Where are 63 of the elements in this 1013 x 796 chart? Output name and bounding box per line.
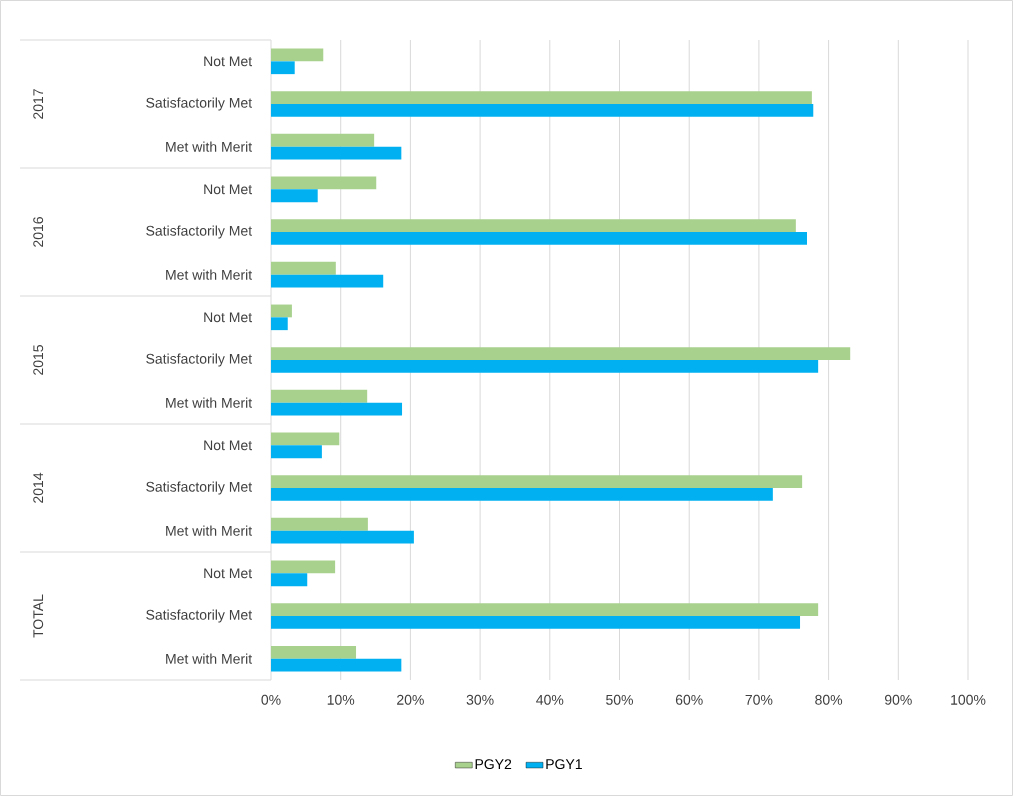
- bar: [271, 48, 324, 62]
- text: 2014: [33, 472, 44, 503]
- bar: [271, 189, 318, 203]
- y-tick-label: Not Met: [204, 440, 253, 451]
- text: 2015: [33, 345, 44, 375]
- bar: [271, 645, 357, 659]
- bar: [271, 304, 292, 318]
- bar: [271, 616, 801, 629]
- x-tick-label: 80%: [815, 694, 843, 705]
- y-tick-label: Met with Merit: [166, 525, 253, 536]
- x-tick-label: 30%: [466, 694, 494, 705]
- bar: [271, 389, 368, 403]
- legend-label: PGY2: [475, 759, 512, 770]
- x-tick-label: 90%: [884, 694, 912, 705]
- bar: [271, 104, 814, 117]
- text: 2016: [33, 217, 44, 247]
- y-tick-label: Met with Merit: [166, 141, 253, 152]
- bar: [271, 91, 812, 104]
- bar: [271, 488, 773, 501]
- bar: [271, 573, 308, 587]
- x-tick-label: 0%: [261, 694, 281, 705]
- x-tick-label: 20%: [397, 694, 424, 705]
- text: TOTAL: [33, 594, 44, 638]
- bar: [271, 360, 819, 373]
- x-tick-label: 70%: [745, 694, 773, 705]
- bar: [271, 146, 402, 160]
- x-tick-label: 40%: [536, 694, 564, 705]
- bar: [271, 219, 796, 232]
- bar: [271, 402, 403, 416]
- bar: [271, 232, 807, 245]
- bar: [271, 317, 288, 331]
- y-tick-label: Met with Merit: [166, 269, 253, 280]
- y-tick-label: Met with Merit: [166, 653, 253, 664]
- x-tick-label: 100%: [951, 694, 986, 705]
- bar: [271, 475, 803, 488]
- bar: [271, 274, 384, 288]
- y-tick-label: Not Met: [204, 312, 253, 323]
- bar: [271, 432, 340, 446]
- legend-label: PGY1: [546, 759, 582, 770]
- bar: [271, 445, 322, 459]
- bar: [271, 517, 368, 531]
- y-tick-label: Satisfactorily Met: [146, 353, 253, 367]
- y-tick-label: Satisfactorily Met: [146, 225, 253, 239]
- bar: [271, 176, 377, 190]
- y-tick-label: Not Met: [204, 184, 253, 195]
- text: 2017: [33, 89, 44, 119]
- bar: [271, 261, 336, 275]
- y-tick-label: Not Met: [204, 568, 253, 579]
- bar: [271, 133, 375, 147]
- bar: [271, 560, 336, 574]
- y-tick-label: Met with Merit: [166, 397, 253, 408]
- x-tick-label: 60%: [675, 694, 703, 705]
- bar: [271, 603, 819, 617]
- y-tick-label: Satisfactorily Met: [146, 97, 253, 111]
- bar: [271, 347, 851, 360]
- x-tick-label: 10%: [327, 694, 355, 705]
- bar: [271, 61, 295, 75]
- y-tick-label: Satisfactorily Met: [146, 609, 253, 623]
- y-tick-label: Satisfactorily Met: [146, 481, 253, 495]
- y-tick-label: Not Met: [204, 56, 253, 67]
- bar: [271, 530, 414, 544]
- x-tick-label: 50%: [606, 694, 634, 705]
- bar: [271, 658, 402, 672]
